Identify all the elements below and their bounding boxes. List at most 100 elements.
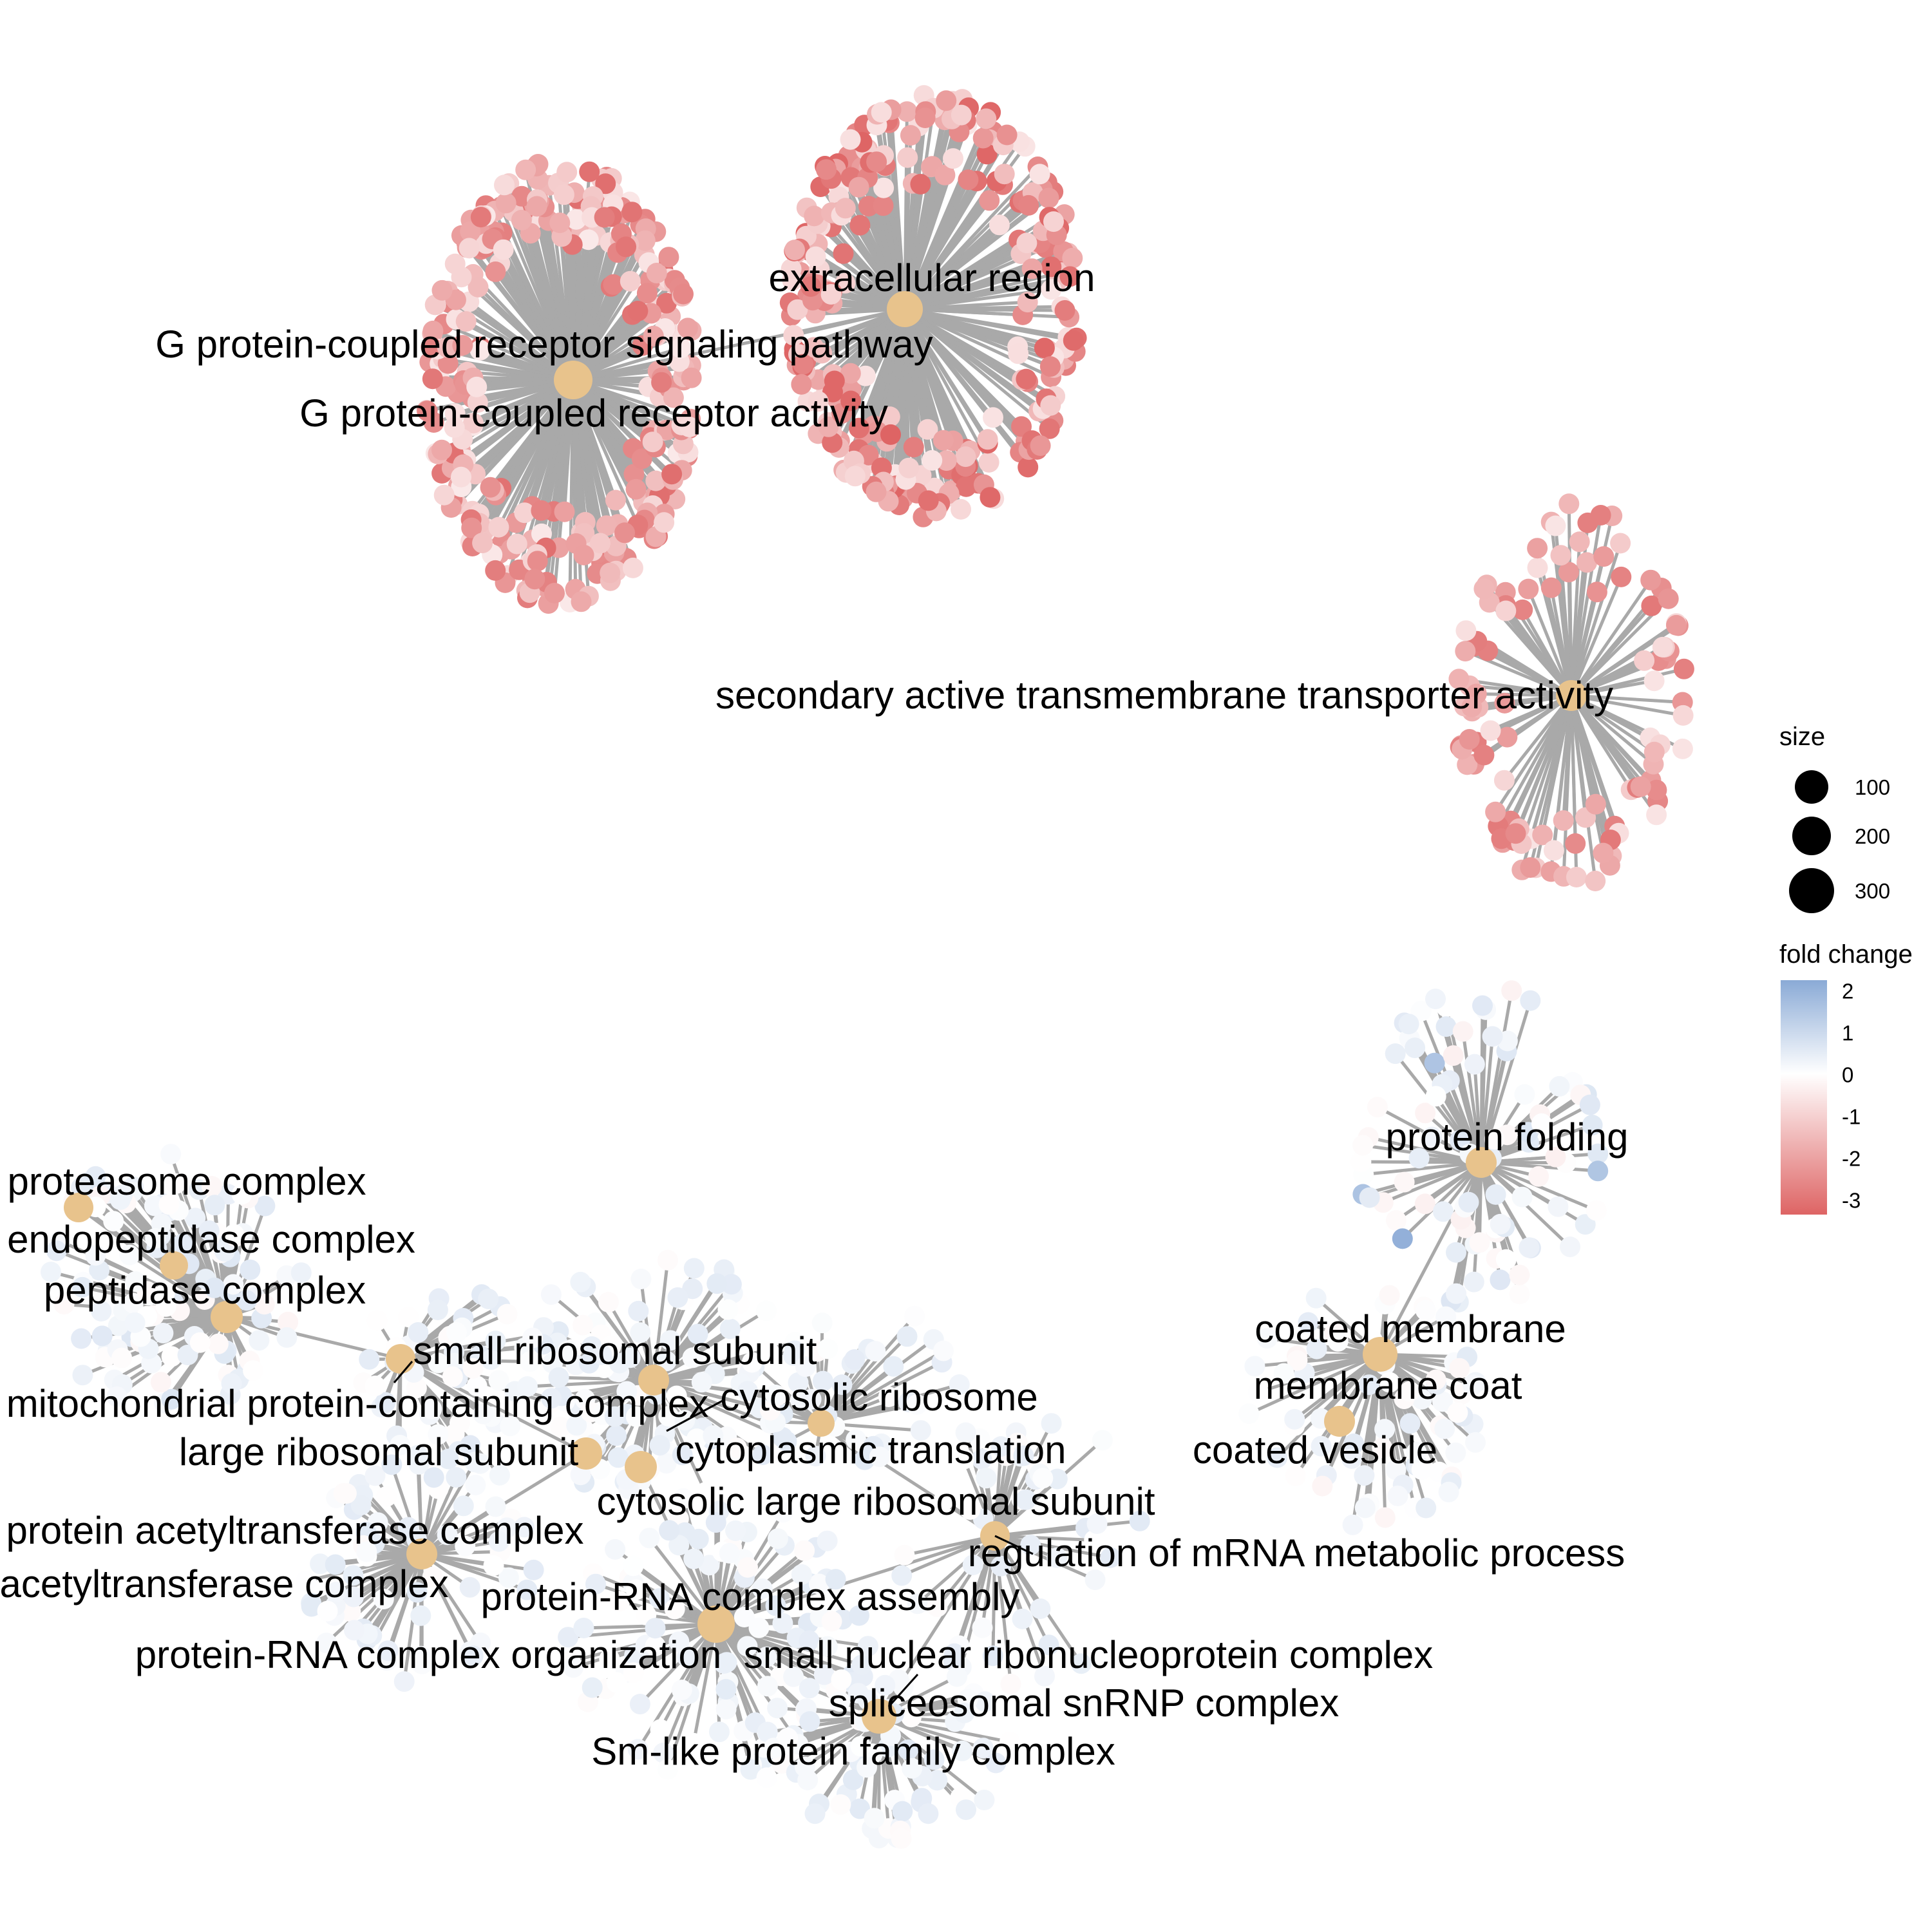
gene-node-gpcr_signaling-256 bbox=[444, 417, 465, 438]
gene-node-small_ribo-58 bbox=[519, 1351, 540, 1372]
edge-secondary_transporter-54 bbox=[1526, 588, 1573, 696]
gene-node-protein_folding-81 bbox=[1490, 1213, 1511, 1235]
gene-node-small_ribo-33 bbox=[485, 1331, 506, 1352]
edge-protein_folding-85 bbox=[1452, 1055, 1483, 1163]
gene-node-protein_folding-14 bbox=[1514, 1084, 1535, 1105]
gene-node-gpcr_signaling-292 bbox=[681, 367, 702, 388]
connector-mrna-regulation bbox=[994, 1535, 1034, 1555]
gene-node-extracellular-280 bbox=[994, 164, 1015, 185]
gene-node-coated_membrane-59 bbox=[1311, 1435, 1332, 1457]
gene-node-prot_acetyl-62 bbox=[412, 1653, 433, 1674]
gene-node-protein_folding-86 bbox=[1469, 1232, 1490, 1253]
gene-node-mrna_reg-35 bbox=[1032, 1468, 1054, 1489]
gene-node-peptidase-75 bbox=[106, 1386, 128, 1407]
category-label-mito-complex: mitochondrial protein-containing complex bbox=[6, 1382, 709, 1425]
gene-node-protein_folding-84 bbox=[1511, 1186, 1533, 1208]
color-legend-tick-minus1: -1 bbox=[1842, 1105, 1861, 1129]
gene-node-snrnp-1 bbox=[829, 1691, 850, 1712]
gene-node-coated_membrane-57 bbox=[1415, 1300, 1436, 1321]
gene-node-snrnp-62 bbox=[831, 1669, 852, 1690]
gene-node-gpcr_signaling-304 bbox=[417, 401, 438, 422]
gene-node-rna_assembly-59 bbox=[609, 1591, 630, 1612]
gene-node-peptidase-104 bbox=[71, 1276, 93, 1298]
gene-node-secondary_transporter-47 bbox=[1494, 692, 1515, 714]
gene-node-gpcr_signaling-113 bbox=[506, 533, 527, 554]
gene-node-peptidase-103 bbox=[201, 1176, 222, 1197]
gene-node-secondary_transporter-103 bbox=[1673, 658, 1694, 679]
category-node-cyto_large_ribo bbox=[625, 1451, 657, 1483]
gene-node-mrna_reg-40 bbox=[982, 1645, 1003, 1667]
gene-node-extracellular-267 bbox=[816, 159, 837, 180]
gene-node-cyto_translation-27 bbox=[805, 1446, 826, 1466]
gene-node-protein_folding-89 bbox=[1519, 1237, 1540, 1258]
gene-node-prot_acetyl-46 bbox=[397, 1517, 419, 1538]
gene-node-gpcr_signaling-303 bbox=[673, 283, 694, 305]
gene-node-extracellular-292 bbox=[805, 246, 826, 267]
gene-node-protein_folding-5 bbox=[1415, 1103, 1436, 1124]
gene-node-small_ribo-3 bbox=[406, 1378, 427, 1399]
gene-node-mrna_reg-26 bbox=[972, 1617, 993, 1638]
size-legend-dot-300 bbox=[1789, 868, 1834, 913]
gene-node-cytosolic_ribosome-44 bbox=[659, 1330, 681, 1351]
gene-node-gpcr_signaling-285 bbox=[526, 196, 547, 217]
gene-node-secondary_transporter-68 bbox=[1593, 546, 1615, 567]
edge-rna_assembly-47 bbox=[692, 1624, 718, 1744]
gene-node-protein_folding-74 bbox=[1408, 1148, 1430, 1169]
gene-node-peptidase-118 bbox=[109, 1189, 131, 1210]
gene-node-snrnp-48 bbox=[804, 1803, 826, 1824]
gene-node-rna_assembly-99 bbox=[719, 1542, 740, 1564]
gene-node-protein_folding-13 bbox=[1424, 1052, 1445, 1074]
gene-node-peptidase-26 bbox=[185, 1208, 206, 1229]
size-legend-label-300: 300 bbox=[1855, 879, 1890, 903]
gene-node-mrna_reg-38 bbox=[891, 1565, 913, 1586]
gene-node-cytosolic_ribosome-78 bbox=[667, 1287, 688, 1308]
gene-node-cyto_translation-16 bbox=[906, 1394, 927, 1415]
gene-node-prot_acetyl-58 bbox=[465, 1475, 486, 1495]
gene-node-protein_folding-23 bbox=[1414, 1193, 1435, 1215]
gene-node-rna_assembly-62 bbox=[737, 1557, 758, 1578]
gene-node-protein_folding-62 bbox=[1490, 1269, 1511, 1291]
gene-node-gpcr_signaling-309 bbox=[485, 261, 506, 282]
category-node-snrnp bbox=[862, 1699, 896, 1734]
gene-node-coated_membrane-69 bbox=[1354, 1497, 1376, 1519]
gene-node-small_ribo-42 bbox=[428, 1424, 449, 1445]
gene-node-extracellular-297 bbox=[880, 424, 901, 445]
gene-node-extracellular-238 bbox=[848, 176, 869, 198]
gene-node-protein_folding-65 bbox=[1458, 1191, 1479, 1213]
gene-node-secondary_transporter-95 bbox=[1643, 741, 1665, 762]
gene-node-mrna_reg-5 bbox=[1100, 1547, 1121, 1568]
gene-node-peptidase-114 bbox=[243, 1360, 264, 1381]
gene-node-cyto_translation-10 bbox=[788, 1372, 809, 1393]
gene-node-gpcr_signaling-278 bbox=[511, 209, 532, 231]
gene-node-rna_assembly-76 bbox=[664, 1598, 685, 1620]
edge-gpcr_signaling-328 bbox=[571, 246, 628, 381]
gene-node-gpcr_signaling-252 bbox=[634, 230, 656, 251]
gene-node-coated_membrane-45 bbox=[1341, 1448, 1362, 1469]
gene-node-extracellular-174 bbox=[781, 258, 802, 279]
size-legend-dot-200 bbox=[1792, 817, 1831, 855]
gene-node-extracellular-224 bbox=[833, 243, 854, 264]
gene-node-coated_membrane-18 bbox=[1267, 1447, 1288, 1468]
edge-secondary_transporter-28 bbox=[1571, 694, 1683, 704]
gene-node-cytosolic_ribosome-31 bbox=[752, 1444, 773, 1465]
gene-node-rna_assembly-90 bbox=[606, 1672, 627, 1693]
gene-node-small_ribo-43 bbox=[428, 1352, 449, 1374]
gene-node-peptidase-84 bbox=[207, 1333, 229, 1354]
gene-node-small_ribo-25 bbox=[450, 1412, 470, 1434]
edge-gpcr_signaling-321 bbox=[539, 379, 575, 511]
gene-node-gpcr_signaling-290 bbox=[470, 207, 491, 228]
category-node-rna_assembly bbox=[697, 1605, 735, 1643]
gene-node-gpcr_signaling-284 bbox=[579, 161, 600, 182]
gene-node-extracellular-250 bbox=[951, 104, 972, 126]
gene-node-coated_membrane-1 bbox=[1435, 1306, 1457, 1327]
category-label-smlike: Sm-like protein family complex bbox=[591, 1730, 1115, 1773]
gene-node-prot_acetyl-15 bbox=[316, 1633, 337, 1654]
gene-node-mrna_reg-22 bbox=[962, 1555, 983, 1575]
gene-node-rna_assembly-30 bbox=[599, 1648, 620, 1669]
gene-node-small_ribo-0 bbox=[366, 1310, 388, 1331]
gene-node-gpcr_signaling-164 bbox=[622, 557, 643, 578]
gene-node-prot_acetyl-69 bbox=[455, 1535, 476, 1557]
legend: size 100 200 300 fold change 2 1 0 -1 -2… bbox=[1779, 723, 1913, 1215]
gene-node-extracellular-83 bbox=[896, 101, 918, 122]
gene-node-cytosolic_ribosome-107 bbox=[591, 1344, 612, 1365]
